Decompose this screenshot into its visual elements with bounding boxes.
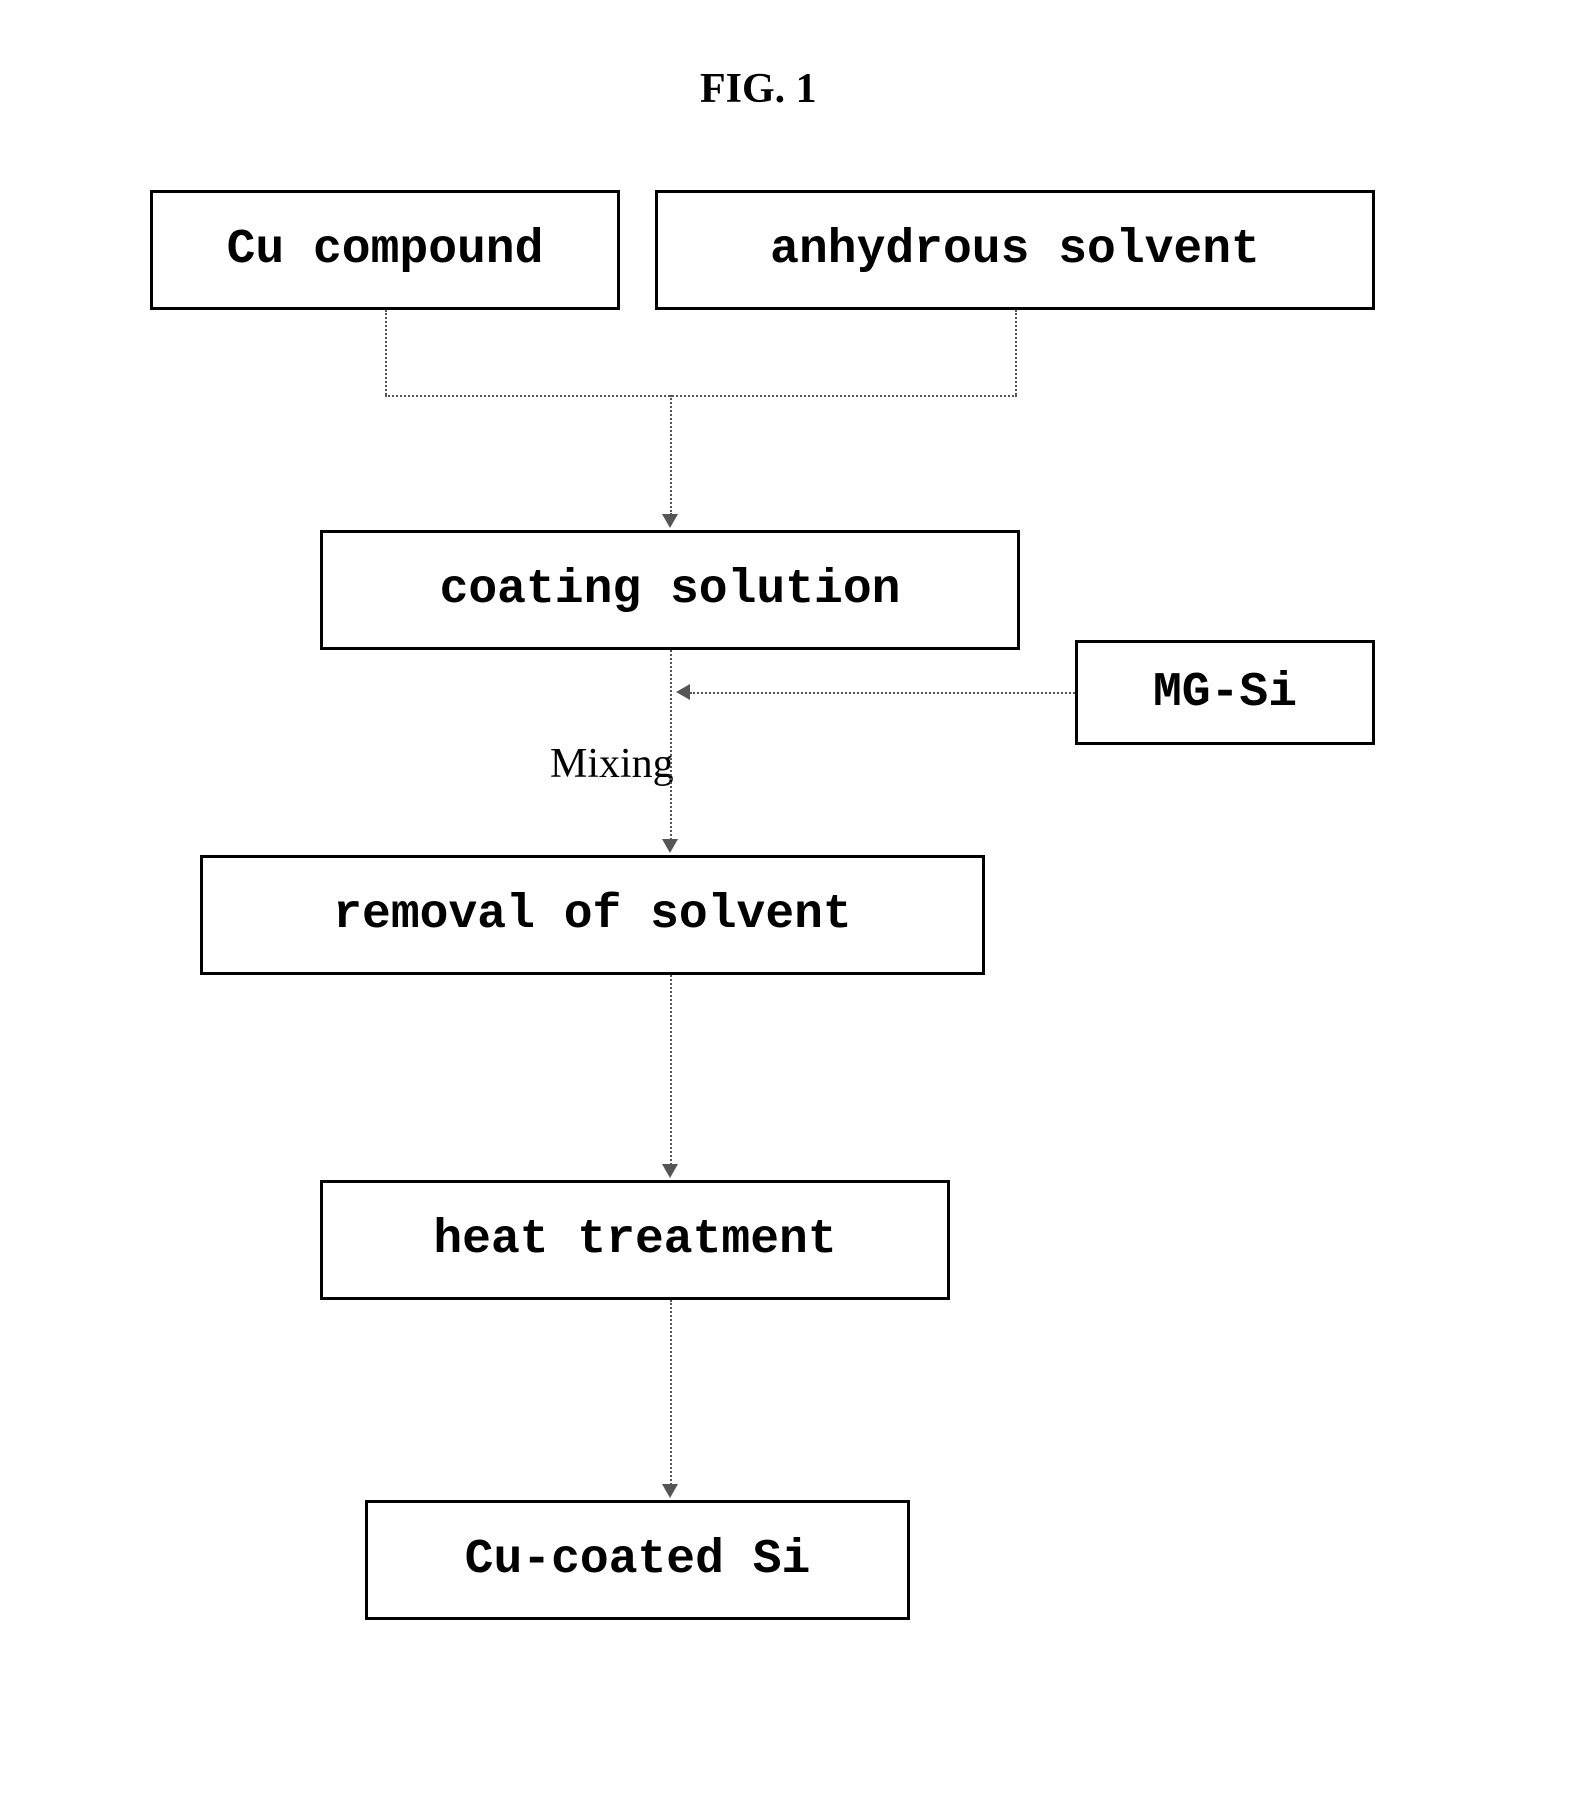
arrowhead-icon — [662, 839, 678, 853]
arrowhead-left-icon — [676, 684, 690, 700]
connector-mgsi-to-mixing — [690, 692, 1075, 694]
figure-title: FIG. 1 — [700, 65, 817, 113]
box-mg-si: MG-Si — [1075, 640, 1375, 745]
box-cu-compound: Cu compound — [150, 190, 620, 310]
connector-cu-down — [385, 310, 387, 395]
connector-removal-to-heat — [670, 975, 672, 1165]
box-removal-solvent: removal of solvent — [200, 855, 985, 975]
arrowhead-icon — [662, 1484, 678, 1498]
arrowhead-icon — [662, 514, 678, 528]
mixing-label: Mixing — [550, 740, 674, 788]
box-anhydrous-solvent: anhydrous solvent — [655, 190, 1375, 310]
connector-coating-to-removal — [670, 650, 672, 840]
box-label: removal of solvent — [333, 888, 851, 942]
connector-anhydrous-down — [1015, 310, 1017, 395]
arrowhead-icon — [662, 1164, 678, 1178]
box-label: MG-Si — [1153, 666, 1297, 720]
connector-merge-horizontal — [385, 395, 1017, 397]
box-label: Cu-coated Si — [465, 1533, 811, 1587]
connector-merge-to-coating — [670, 395, 672, 515]
box-label: anhydrous solvent — [770, 223, 1260, 277]
box-coating-solution: coating solution — [320, 530, 1020, 650]
box-cu-coated-si: Cu-coated Si — [365, 1500, 910, 1620]
connector-heat-to-cucoated — [670, 1300, 672, 1485]
box-label: coating solution — [440, 563, 901, 617]
box-label: heat treatment — [433, 1213, 836, 1267]
box-label: Cu compound — [227, 223, 544, 277]
box-heat-treatment: heat treatment — [320, 1180, 950, 1300]
